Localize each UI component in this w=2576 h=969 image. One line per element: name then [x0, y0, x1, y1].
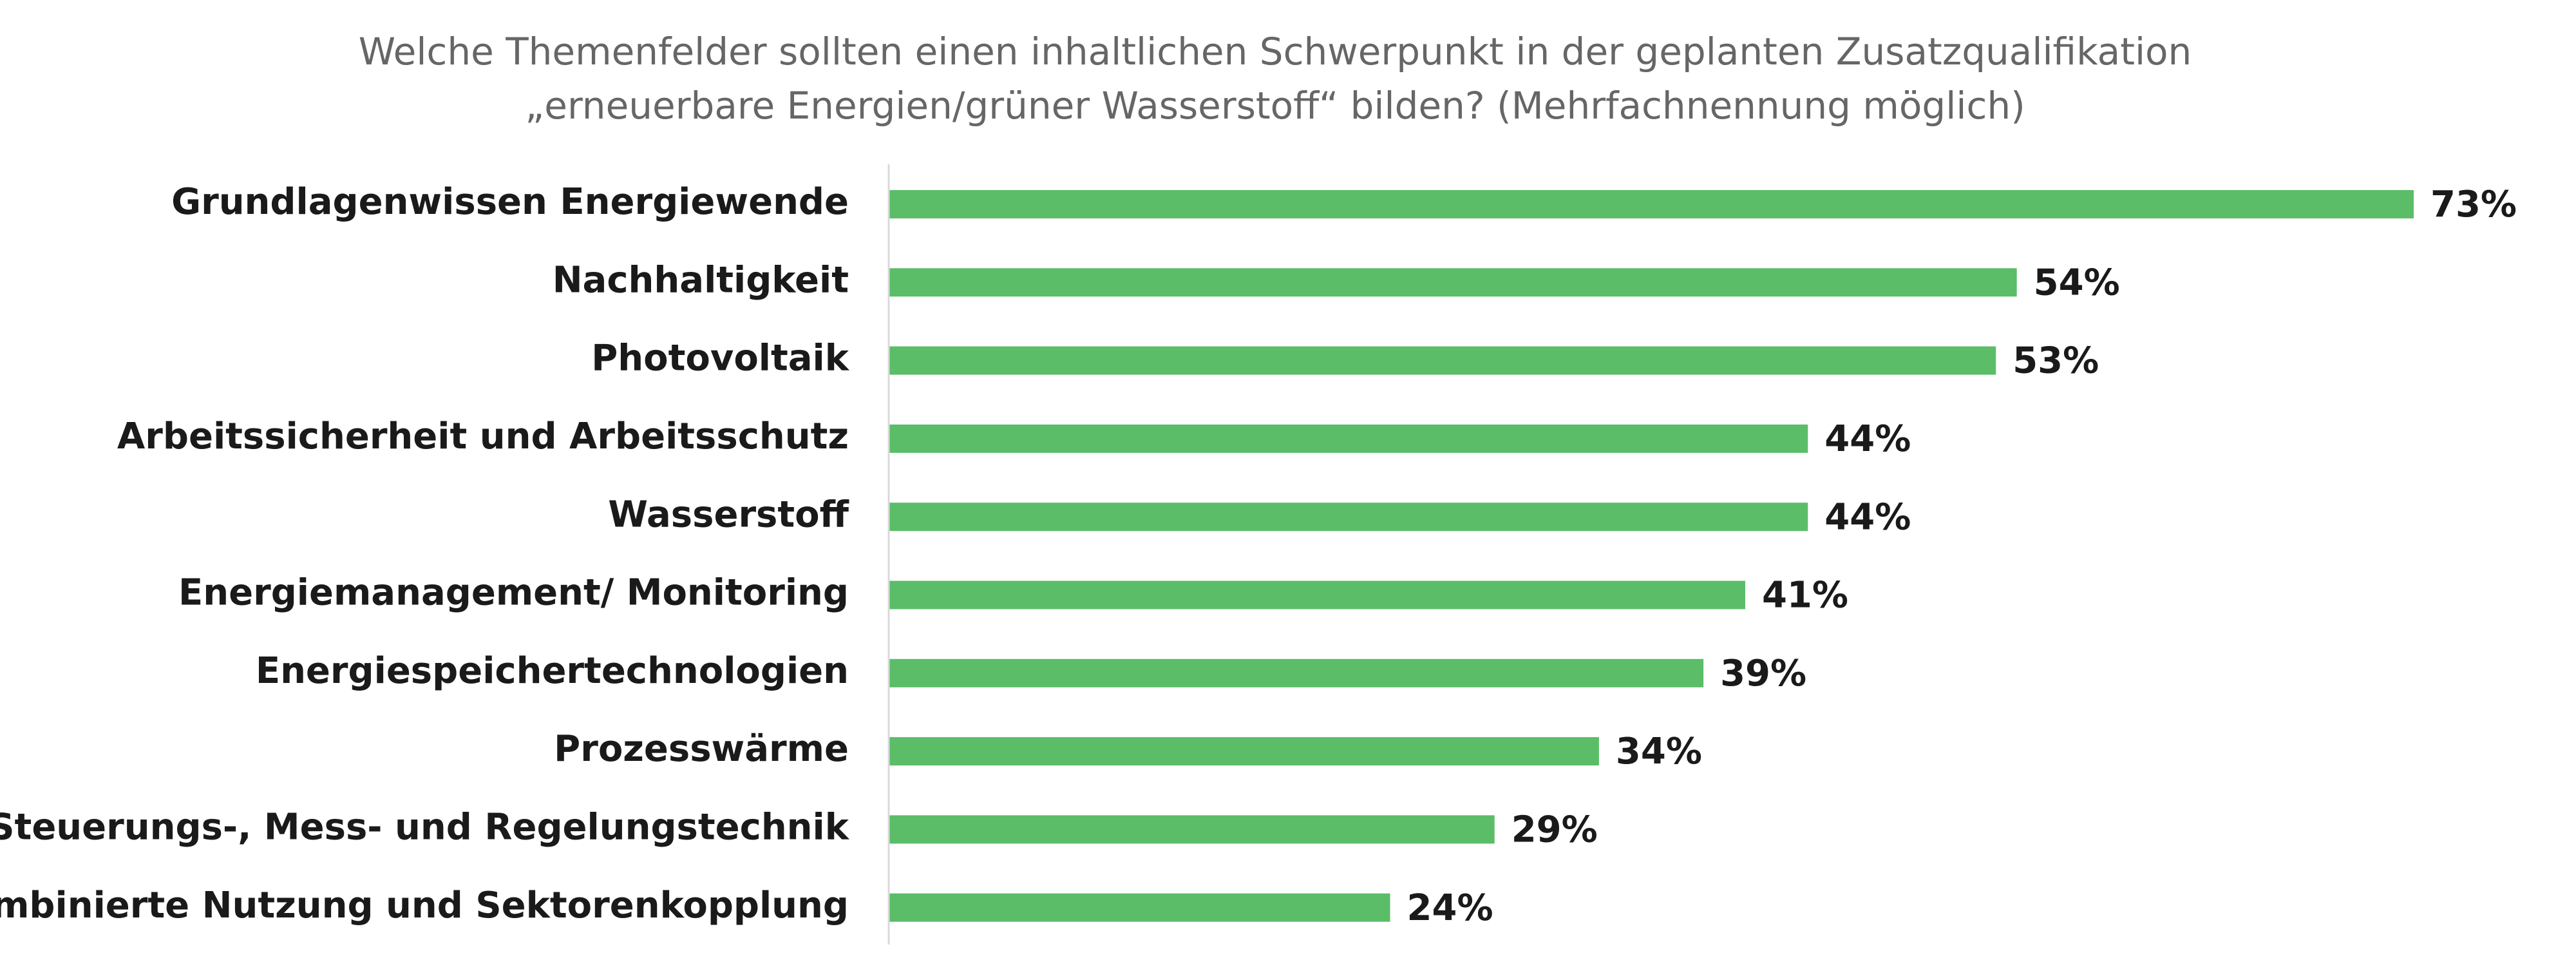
bar [889, 580, 1745, 609]
value-label: 54% [2034, 262, 2120, 303]
value-label: 24% [1407, 887, 1493, 929]
value-label: 44% [1824, 418, 1911, 460]
chart-title-line-2: „erneuerbare Energien/grüner Wasserstoff… [525, 84, 2025, 128]
bar [889, 503, 1808, 532]
value-label: 39% [1720, 653, 1806, 695]
bar [889, 737, 1599, 766]
value-labels: 73% 54% 53% 44% 44% 41% 39% 34% 29% 24% [1407, 184, 2517, 929]
category-label: Energiemanagement/ Monitoring [178, 572, 849, 614]
bar [889, 893, 1390, 922]
category-label: Steuerungs-, Mess- und Regelungstechnik [0, 807, 850, 849]
bars [889, 190, 2414, 922]
bar [889, 424, 1808, 453]
bar [889, 346, 1996, 375]
category-label: Photovoltaik [591, 338, 850, 379]
value-label: 34% [1616, 731, 1702, 772]
category-label: Grundlagenwissen Energiewende [171, 181, 849, 223]
category-label: Wasserstoff [608, 494, 849, 535]
value-label: 29% [1511, 809, 1598, 851]
bar [889, 658, 1704, 687]
value-label: 73% [2430, 184, 2517, 225]
chart-title-line-1: Welche Themenfelder sollten einen inhalt… [358, 30, 2192, 73]
category-label: Nachhaltigkeit [553, 259, 849, 301]
value-label: 41% [1762, 575, 1848, 617]
value-label: 44% [1824, 496, 1911, 538]
bar [889, 190, 2414, 218]
category-label: Energiespeichertechnologien [256, 650, 849, 692]
category-label: Kombinierte Nutzung und Sektorenkopplung [0, 885, 849, 926]
bar [889, 268, 2017, 297]
category-label: Prozesswärme [554, 728, 849, 770]
chart-title: Welche Themenfelder sollten einen inhalt… [0, 24, 2550, 133]
bar [889, 815, 1495, 844]
category-labels: Grundlagenwissen Energiewende Nachhaltigk… [0, 181, 850, 926]
category-label: Arbeitssicherheit und Arbeitsschutz [117, 416, 849, 457]
value-label: 53% [2012, 340, 2099, 382]
